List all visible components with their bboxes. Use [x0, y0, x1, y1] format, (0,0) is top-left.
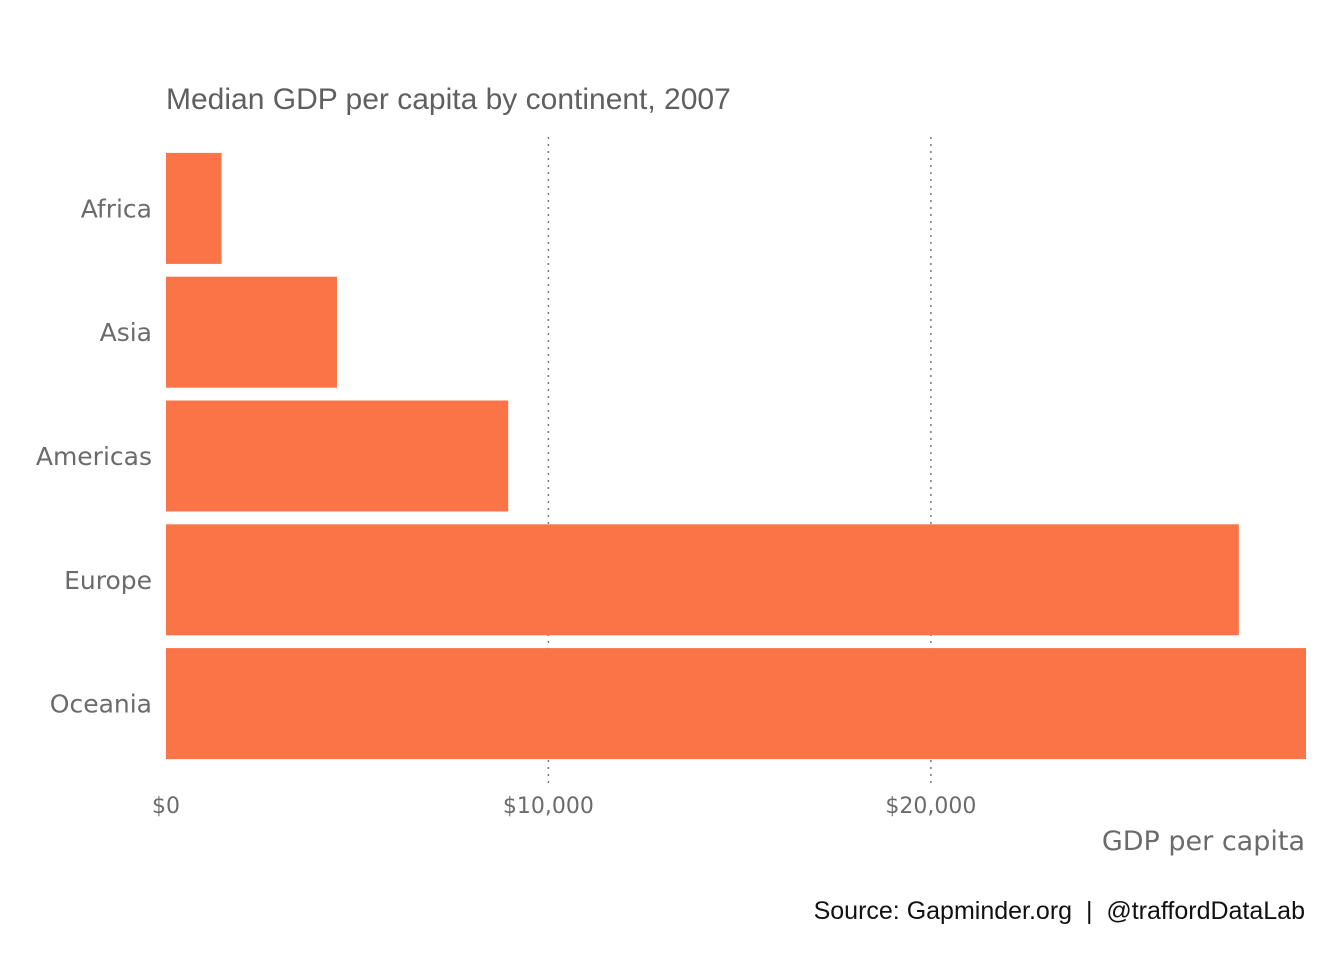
- category-label-americas: Americas: [36, 442, 152, 471]
- category-label-oceania: Oceania: [50, 690, 152, 719]
- category-label-asia: Asia: [100, 318, 152, 347]
- bar-europe: [166, 524, 1239, 636]
- chart-title: Median GDP per capita by continent, 2007: [166, 83, 731, 116]
- bar-asia: [166, 276, 337, 388]
- category-label-africa: Africa: [81, 194, 152, 223]
- x-axis-title: GDP per capita: [1102, 826, 1305, 857]
- source-caption: Source: Gapminder.org | @traffordDataLab: [814, 897, 1305, 925]
- bars: [166, 152, 1306, 760]
- bar-americas: [166, 400, 509, 512]
- x-axis-ticks: $0 $10,000 $20,000: [152, 794, 976, 819]
- x-tick-label-2: $20,000: [885, 794, 976, 819]
- bar-africa: [166, 152, 222, 264]
- bar-oceania: [166, 648, 1306, 760]
- gridlines: [547, 137, 932, 783]
- category-labels: Africa Asia Americas Europe Oceania: [36, 194, 152, 718]
- category-label-europe: Europe: [64, 566, 152, 595]
- x-tick-label-0: $0: [152, 794, 180, 819]
- x-tick-label-1: $10,000: [503, 794, 594, 819]
